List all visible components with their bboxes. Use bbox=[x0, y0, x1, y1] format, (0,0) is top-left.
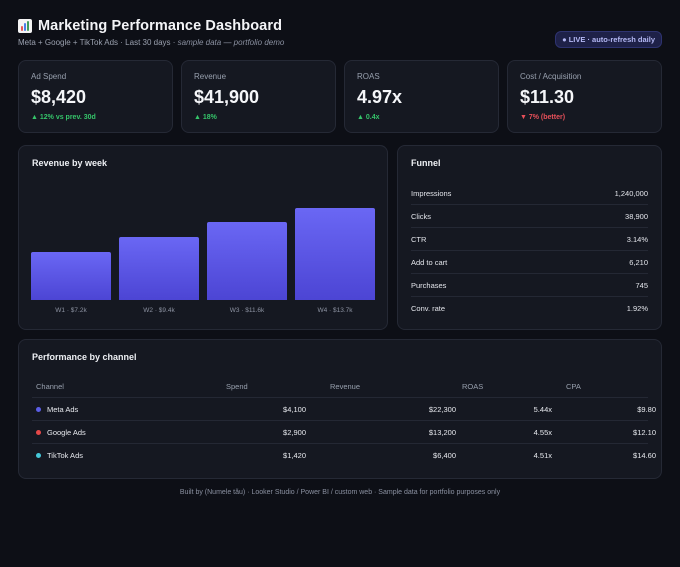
kpi-delta: ▼ 7% (better) bbox=[520, 114, 566, 121]
table-row: Meta Ads $4,100 $22,300 5.44x $9.80 bbox=[32, 398, 656, 421]
column-header-roas: ROAS bbox=[462, 382, 484, 391]
table-row: Google Ads $2,900 $13,200 4.55x $12.10 bbox=[32, 421, 656, 444]
kpi-value: $8,420 bbox=[31, 87, 87, 107]
cpa-cell: $14.60 bbox=[633, 451, 656, 460]
kpi-card-revenue: Revenue $41,900 ▲ 18% bbox=[181, 60, 336, 133]
footer-credit: Built by (Numele tău) · Looker Studio / … bbox=[179, 489, 501, 496]
funnel-label: CTR bbox=[411, 234, 427, 244]
kpi-delta: ▲ 0.4x bbox=[357, 114, 380, 121]
column-header-channel: Channel bbox=[36, 382, 64, 391]
kpi-card-roas: ROAS 4.97x ▲ 0.4x bbox=[344, 60, 499, 133]
funnel-label: Purchases bbox=[411, 280, 447, 290]
funnel-label: Add to cart bbox=[411, 257, 448, 267]
spend-cell: $2,900 bbox=[283, 427, 306, 437]
kpi-value: $11.30 bbox=[520, 87, 575, 107]
column-header-spend: Spend bbox=[226, 382, 248, 391]
column-header-revenue: Revenue bbox=[330, 382, 361, 391]
funnel-label: Conv. rate bbox=[411, 304, 446, 313]
bar-tick-label: W3 · $11.6k bbox=[229, 307, 265, 314]
revenue-bar-w3 bbox=[207, 222, 287, 300]
channel-title: Performance by channel bbox=[32, 352, 137, 362]
revenue-cell: $22,300 bbox=[428, 404, 456, 414]
table-header: Channel Spend Revenue ROAS CPA bbox=[32, 376, 648, 398]
page-subtitle: Meta + Google + TikTok Ads · Last 30 day… bbox=[18, 38, 662, 47]
funnel-value: 38,900 bbox=[625, 211, 648, 221]
bar-tick-label: W2 · $9.4k bbox=[143, 307, 175, 314]
roas-cell: 4.55x bbox=[533, 427, 552, 437]
kpi-label: ROAS bbox=[357, 72, 380, 81]
funnel-label: Clicks bbox=[411, 211, 431, 221]
kpi-label: Revenue bbox=[194, 72, 227, 81]
spend-cell: $4,100 bbox=[283, 404, 306, 414]
chart-title: Revenue by week bbox=[32, 158, 108, 168]
revenue-bar-w2 bbox=[119, 236, 199, 300]
channel-name: TikTok Ads bbox=[47, 451, 83, 460]
funnel-value: 6,210 bbox=[629, 257, 648, 267]
kpi-card-cost-per-acquisition: Cost / Acquisition $11.30 ▼ 7% (better) bbox=[507, 60, 662, 133]
kpi-card-ad-spend: Ad Spend $8,420 ▲ 12% vs prev. 30d bbox=[18, 60, 173, 133]
roas-cell: 5.44x bbox=[533, 404, 552, 414]
funnel-value: 1.92% bbox=[626, 304, 648, 313]
channel-performance-card: Performance by channel Channel Spend Rev… bbox=[18, 339, 662, 479]
kpi-value: 4.97x bbox=[357, 87, 403, 107]
subtitle-text: Meta + Google + TikTok Ads · Last 30 day… bbox=[18, 38, 178, 47]
channel-color-dot bbox=[36, 453, 41, 458]
kpi-value: $41,900 bbox=[194, 87, 260, 107]
bar-tick-label: W1 · $7.2k bbox=[55, 307, 87, 314]
revenue-cell: $6,400 bbox=[433, 451, 456, 460]
column-header-cpa: CPA bbox=[566, 382, 581, 391]
funnel-row: Conv. rate 1.92% bbox=[411, 297, 648, 320]
live-badge: ● LIVE · auto-refresh daily bbox=[555, 31, 662, 48]
header: Marketing Performance Dashboard Meta + G… bbox=[18, 18, 662, 52]
bar-chart-icon bbox=[18, 19, 32, 33]
funnel-row: Add to cart 6,210 bbox=[411, 251, 648, 274]
revenue-bar-chart: W1 · $7.2k W2 · $9.4k W3 · $11.6k W4 · $13.… bbox=[31, 184, 375, 314]
page-title: Marketing Performance Dashboard bbox=[38, 18, 283, 34]
revenue-chart-card: Revenue by week W1 · $7.2k W2 · $9.4k W3 ·… bbox=[18, 145, 388, 330]
funnel-label: Impressions bbox=[411, 188, 452, 198]
cpa-cell: $12.10 bbox=[633, 427, 656, 437]
funnel-table: Impressions 1,240,000 Clicks 38,900 CTR 3.1… bbox=[411, 182, 648, 320]
cpa-cell: $9.80 bbox=[637, 404, 656, 414]
funnel-row: CTR 3.14% bbox=[411, 228, 648, 251]
bar-tick-label: W4 · $13.7k bbox=[317, 307, 353, 314]
funnel-row: Impressions 1,240,000 bbox=[411, 182, 648, 205]
kpi-label: Ad Spend bbox=[31, 72, 67, 81]
roas-cell: 4.51x bbox=[533, 451, 552, 460]
subtitle-note: sample data — portfolio demo bbox=[177, 38, 285, 47]
kpi-delta: ▲ 12% vs prev. 30d bbox=[31, 114, 96, 121]
spend-cell: $1,420 bbox=[283, 451, 306, 460]
revenue-bar-w1 bbox=[31, 251, 111, 300]
channel-name: Meta Ads bbox=[47, 404, 79, 414]
funnel-row: Clicks 38,900 bbox=[411, 205, 648, 228]
channel-name-cell: Meta Ads bbox=[36, 405, 226, 414]
table-row: TikTok Ads $1,420 $6,400 4.51x $14.60 bbox=[32, 444, 656, 467]
channel-color-dot bbox=[36, 429, 41, 435]
channel-name: Google Ads bbox=[47, 427, 86, 437]
channel-name-cell: Google Ads bbox=[36, 428, 226, 437]
kpi-label: Cost / Acquisition bbox=[520, 72, 582, 81]
kpi-delta: ▲ 18% bbox=[194, 114, 217, 121]
funnel-value: 3.14% bbox=[626, 234, 648, 244]
revenue-cell: $13,200 bbox=[428, 427, 456, 437]
funnel-value: 1,240,000 bbox=[614, 188, 648, 198]
funnel-title: Funnel bbox=[411, 158, 441, 168]
funnel-card: Funnel Impressions 1,240,000 Clicks 38,900… bbox=[397, 145, 662, 330]
channel-color-dot bbox=[36, 406, 41, 412]
funnel-row: Purchases 745 bbox=[411, 274, 648, 297]
funnel-value: 745 bbox=[635, 280, 648, 290]
channel-name-cell: TikTok Ads bbox=[36, 451, 226, 460]
revenue-bar-w4 bbox=[295, 208, 375, 300]
